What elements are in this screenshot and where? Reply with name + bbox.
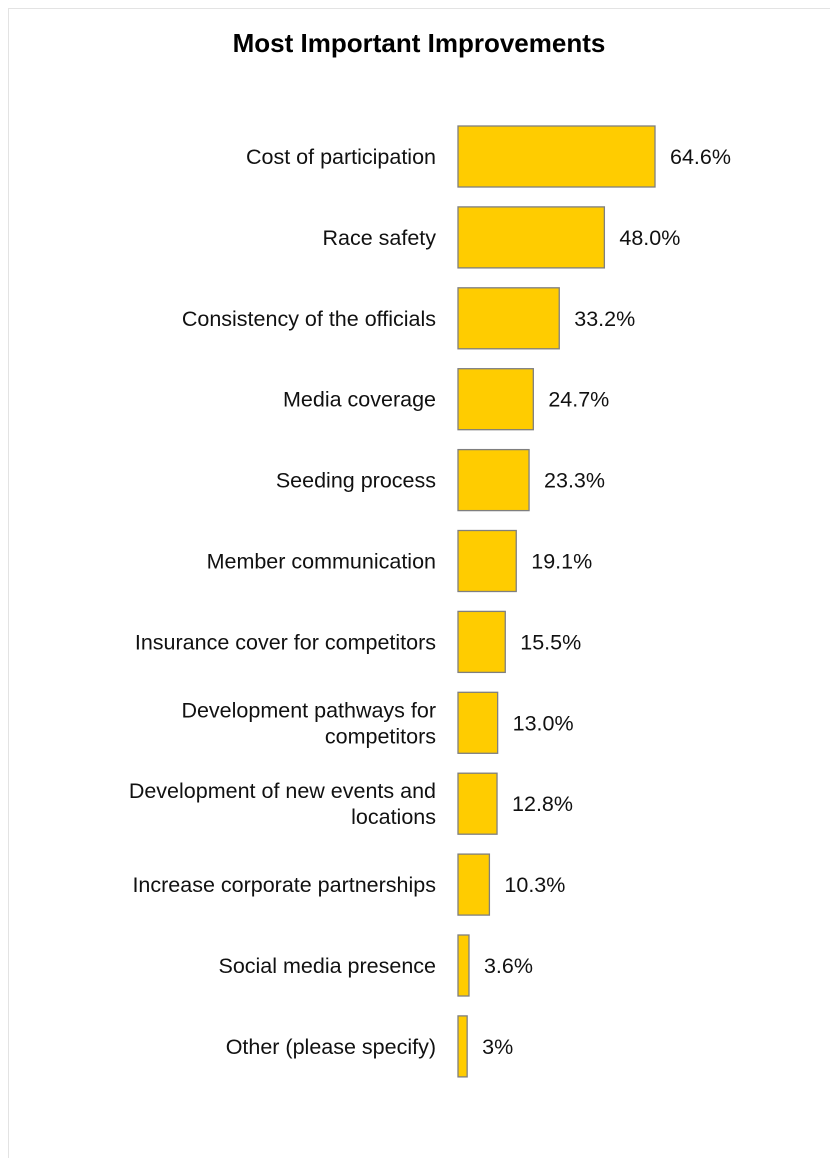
category-label-0: Cost of participation [246,145,436,169]
bar-4 [457,448,530,512]
bar-6 [457,610,506,674]
bar-10 [457,934,470,997]
bar-11 [457,1015,468,1078]
bar-0 [457,125,656,188]
category-label-3: Media coverage [283,388,436,412]
value-label-9: 10.3% [504,873,565,897]
category-label-8: Development of new events and locations [129,779,436,829]
value-label-10: 3.6% [484,954,533,978]
bar-9 [457,853,491,916]
value-label-3: 24.7% [548,388,609,412]
value-label-6: 15.5% [520,630,581,654]
bar-2 [457,287,560,350]
value-label-0: 64.6% [670,145,731,169]
category-label-4: Seeding process [276,469,436,493]
value-label-1: 48.0% [619,226,680,250]
value-label-4: 23.3% [544,469,605,493]
bar-5 [457,529,517,593]
category-label-5: Member communication [207,550,436,574]
category-label-7: Development pathways for competitors [181,698,436,748]
bar-3 [457,368,534,431]
category-label-10: Social media presence [218,954,436,978]
chart-title: Most Important Improvements [232,28,606,58]
category-label-6: Insurance cover for competitors [135,630,436,654]
category-label-1: Race safety [322,226,436,250]
value-label-2: 33.2% [574,307,635,331]
category-label-11: Other (please specify) [226,1035,436,1059]
category-label-2: Consistency of the officials [182,307,436,331]
category-label-9: Increase corporate partnerships [132,873,436,897]
bar-8 [457,772,498,835]
value-label-11: 3% [482,1035,513,1059]
value-label-7: 13.0% [513,711,574,735]
chart-frame [8,8,830,1158]
value-label-8: 12.8% [512,792,573,816]
value-label-5: 19.1% [531,550,592,574]
bar-7 [457,691,499,754]
bar-1 [457,206,606,269]
